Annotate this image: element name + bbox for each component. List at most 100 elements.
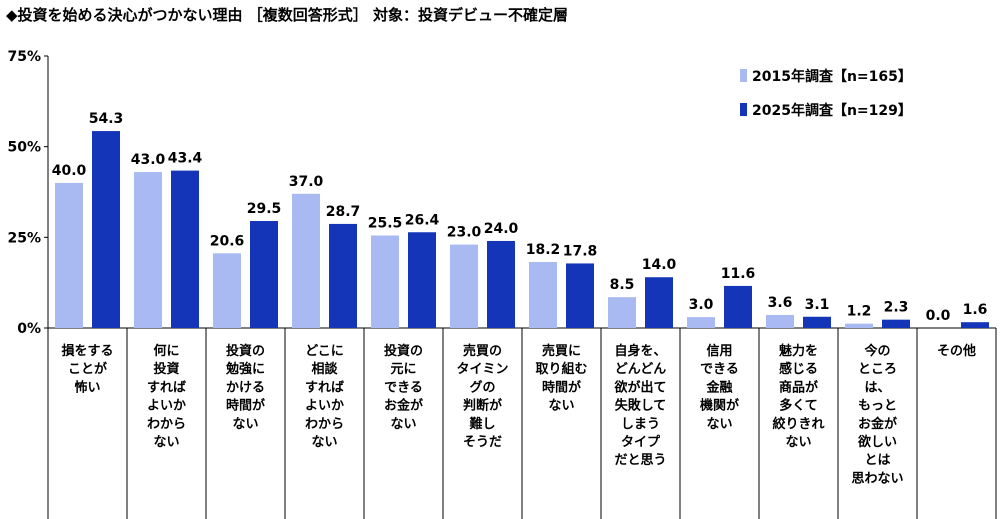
bar — [803, 316, 831, 328]
bar — [92, 131, 120, 328]
data-label: 2.3 — [884, 300, 909, 316]
category-label: 投資 — [153, 361, 179, 377]
category-labels: 損をすることが怖い何に投資すればよいかわからない投資の勉強にかける時間がないどこ… — [61, 343, 976, 486]
bar — [724, 285, 752, 328]
bar — [250, 221, 278, 328]
data-label: 8.5 — [610, 277, 635, 293]
data-label: 43.0 — [131, 152, 166, 168]
bar — [608, 297, 636, 328]
category-label: 商品が — [779, 379, 818, 395]
data-label: 3.0 — [689, 297, 714, 313]
legend-label: 2025年調査【n=129】 — [752, 102, 912, 119]
category-label: ない — [232, 417, 258, 432]
category-label: できる — [384, 380, 423, 395]
category-label: すれば — [305, 380, 344, 395]
category-label: その他 — [937, 343, 976, 359]
category-label: 投資の — [384, 343, 423, 359]
y-tick-label: 75% — [7, 49, 41, 65]
data-label: 25.5 — [368, 216, 403, 232]
bar — [845, 323, 873, 328]
bar — [645, 277, 673, 328]
category-label: 欲しい — [857, 434, 897, 450]
data-label: 17.8 — [563, 243, 598, 259]
bar — [55, 182, 83, 328]
category-label: よいか — [305, 399, 344, 414]
category-label: 判断が — [463, 398, 502, 414]
y-tick-label: 25% — [7, 230, 41, 246]
data-label: 1.2 — [847, 304, 872, 320]
bars — [55, 131, 989, 328]
category-label: すれば — [147, 380, 186, 395]
category-label: タイプ — [621, 435, 661, 450]
data-label: 3.1 — [805, 297, 830, 313]
category-label: 信用 — [706, 343, 732, 359]
category-label: 損をする — [61, 343, 113, 359]
data-label: 23.0 — [447, 225, 482, 241]
category-label: 絞りきれ — [772, 416, 824, 432]
legend-swatch — [740, 69, 747, 82]
category-label: 勉強に — [225, 361, 265, 377]
data-label: 11.6 — [721, 266, 756, 282]
data-label: 37.0 — [289, 174, 324, 190]
data-label: 1.6 — [963, 302, 988, 318]
category-label: グの — [469, 379, 495, 395]
data-label: 29.5 — [247, 201, 282, 217]
category-label: 失敗して — [615, 398, 667, 414]
category-label: 難し — [469, 416, 495, 432]
category-label: ない — [311, 435, 337, 450]
category-label: ない — [548, 399, 574, 414]
category-label: ところ — [858, 362, 897, 377]
category-label: 時間が — [226, 398, 265, 414]
value-labels: 40.0 54.3 43.0 43.4 20.629.5 37.028.7 25.5 26.4… — [52, 111, 988, 324]
category-label: お金が — [858, 416, 897, 432]
data-label: 14.0 — [642, 257, 677, 273]
category-label: ない — [706, 417, 732, 432]
bar — [292, 193, 320, 328]
legend-swatch — [740, 103, 747, 116]
bar — [487, 240, 515, 328]
data-label: 40.0 — [52, 163, 87, 179]
category-label: そうだ — [463, 435, 502, 450]
category-label: だと思う — [614, 453, 666, 468]
bar — [529, 261, 557, 328]
category-label: ない — [785, 435, 811, 450]
data-label: 18.2 — [526, 242, 561, 258]
category-label: しまう — [621, 417, 660, 432]
data-label: 26.4 — [405, 212, 440, 228]
data-label: 43.4 — [168, 151, 203, 167]
category-label: 今の — [863, 343, 890, 359]
data-label: 54.3 — [89, 111, 124, 127]
axes: 0% 25% 50% 75% — [7, 49, 997, 519]
category-label: 金融 — [705, 379, 732, 395]
bar — [213, 253, 241, 328]
bar — [171, 170, 199, 328]
category-label: 機関が — [700, 398, 739, 414]
category-label: どんどん — [615, 362, 667, 377]
category-label: は、 — [864, 380, 890, 395]
y-tick-label: 50% — [7, 140, 41, 156]
category-label: 時間が — [542, 379, 581, 395]
category-label: 何に — [153, 343, 179, 359]
category-label: 売買に — [542, 343, 581, 359]
category-label: わから — [147, 417, 186, 432]
bar — [450, 244, 478, 328]
category-label: 多くて — [779, 398, 818, 414]
legend-label: 2015年調査【n=165】 — [752, 68, 912, 85]
category-label: できる — [700, 362, 739, 377]
y-tick-label: 0% — [17, 321, 41, 337]
category-label: 取り組む — [535, 361, 587, 377]
category-label: ことが — [68, 361, 107, 377]
chart-title: ◆投資を始める決心がつかない理由 ［複数回答形式］ 対象：投資デビュー不確定層 — [6, 6, 568, 24]
category-label: 元に — [390, 362, 416, 377]
bar — [329, 223, 357, 328]
category-label: 自身を、 — [614, 343, 666, 359]
category-label: 思わない — [851, 471, 903, 486]
bar — [408, 232, 436, 328]
bar — [882, 319, 910, 328]
category-label: よいか — [147, 399, 186, 414]
data-label: 24.0 — [484, 221, 519, 237]
data-label: 28.7 — [326, 204, 361, 220]
bar — [766, 314, 794, 328]
bar — [566, 263, 594, 328]
